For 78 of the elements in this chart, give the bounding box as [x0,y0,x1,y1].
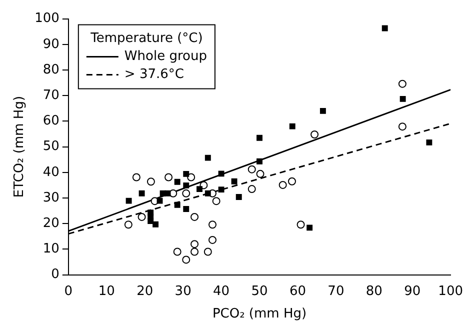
point [231,178,238,184]
point [289,123,296,130]
point [152,221,159,228]
point [190,212,199,221]
point [183,206,190,212]
legend-label: > 37.6°C [124,67,184,82]
point [190,248,199,256]
point [218,170,224,177]
x-tick-label: 60 [289,284,306,299]
x-axis-title: PCO₂ (mm Hg) [212,306,307,322]
y-tick-label: 90 [42,36,60,52]
y-tick-label: 20 [42,216,60,231]
y-tick-label: 80 [42,62,60,78]
y-tick-label: 70 [42,88,60,103]
point [212,197,220,206]
y-tick-label: 30 [42,190,60,206]
point [138,190,145,196]
point [400,96,406,102]
point [183,170,190,177]
point [310,130,319,139]
x-tick-label: 80 [366,284,382,299]
point [204,248,212,256]
point [256,170,264,178]
y-tick-label: 100 [34,11,60,26]
x-tick-label: 70 [328,284,344,299]
y-tick-label: 40 [42,164,60,180]
point [173,248,182,256]
point [124,220,132,229]
point [236,194,242,200]
x-tick-label: 50 [251,284,268,299]
x-tick-label: 20 [136,284,154,299]
point [278,180,287,189]
point [320,108,326,114]
point [248,165,256,174]
point [204,190,211,196]
x-tick-label: 100 [438,284,464,299]
point [218,186,224,193]
point [398,80,406,88]
point [190,240,199,248]
y-tick-label: 50 [42,139,60,154]
point [382,25,388,32]
x-tick-label: 40 [213,284,230,299]
point [164,190,171,196]
point [182,256,190,264]
point [126,198,132,204]
point [256,158,262,164]
point [296,220,305,229]
point [288,177,296,186]
y-tick-label: 10 [42,242,60,257]
point [146,178,155,186]
y-tick-label: 60 [42,114,60,129]
point [148,218,154,224]
x-tick-label: 90 [404,284,421,299]
point [204,154,211,161]
point [183,182,190,188]
legend-title: Temperature (°C) [90,31,203,46]
point [164,173,173,182]
point [174,202,180,208]
point [208,236,216,244]
point [306,224,313,231]
point [187,173,196,182]
point [174,178,180,185]
point [248,185,256,194]
point [138,212,146,221]
point [256,134,262,141]
y-tick-label: 0 [51,267,60,282]
x-tick-label: 30 [174,284,192,299]
point [132,173,140,182]
point [398,122,406,131]
x-tick-label: 10 [98,284,115,299]
point [208,220,216,229]
point [196,186,202,192]
legend-label: Whole group [124,49,207,64]
point [426,139,432,146]
point [182,189,190,198]
x-tick-label: 0 [64,284,73,299]
point [156,198,163,204]
y-axis-title: ETCO₂ (mm Hg) [12,96,28,198]
